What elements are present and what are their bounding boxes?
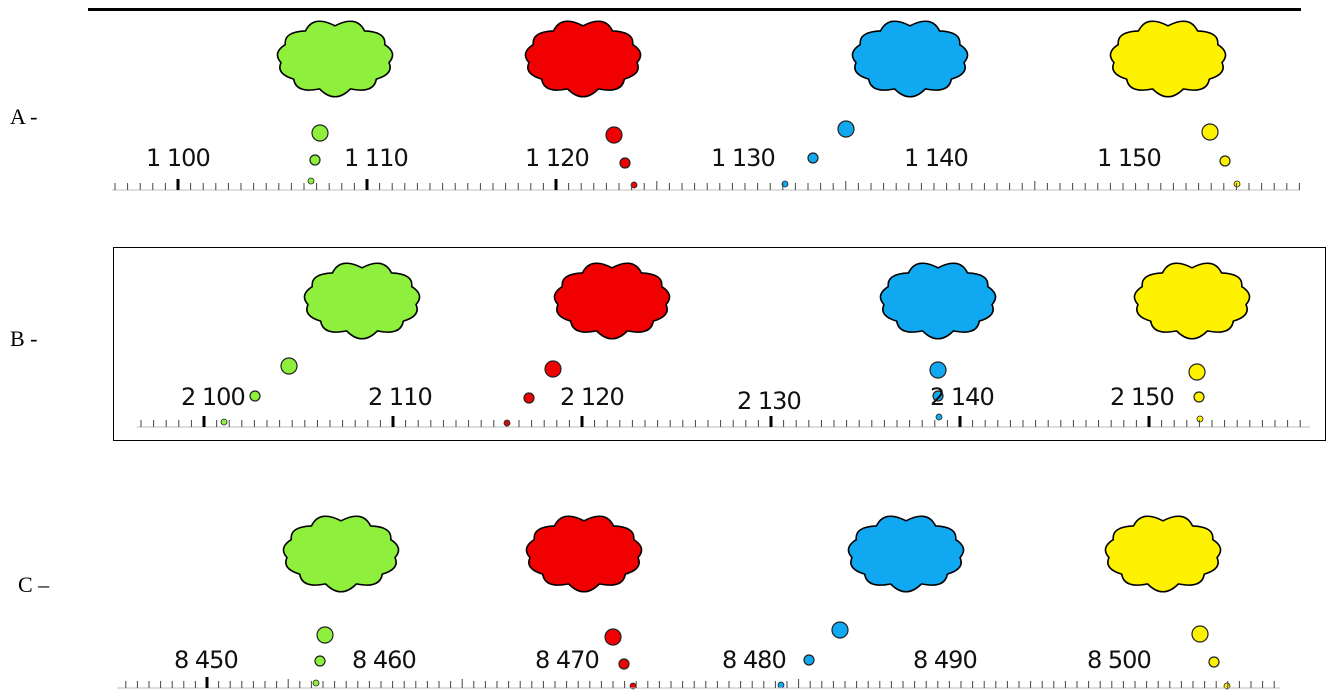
row-a-number-3: 1 120 [525, 144, 589, 172]
number-line-row-b: 2 100 2 110 2 120 2 130 2 140 2 150 [137, 262, 1310, 428]
row-a-number-6: 1 150 [1097, 144, 1161, 172]
green-thought-bubble [280, 357, 298, 375]
yellow-thought-bubble [1193, 391, 1205, 403]
blue-thought-bubble [807, 152, 819, 164]
row-a-number-2: 1 110 [344, 144, 408, 172]
row-a-number-1: 1 100 [146, 144, 210, 172]
green-thought-bubble [220, 418, 228, 426]
green-thought-cloud [276, 20, 394, 98]
row-a-label: A - [10, 104, 38, 129]
yellow-thought-bubble [1208, 656, 1220, 668]
row-b-number-6: 2 150 [1110, 383, 1174, 411]
row-c-number-5: 8 490 [913, 646, 977, 674]
red-thought-bubble [619, 157, 631, 169]
row-c-number-6: 8 500 [1087, 646, 1151, 674]
red-thought-cloud [553, 262, 671, 340]
top-border-line [88, 8, 1301, 11]
blue-thought-bubble [837, 120, 855, 138]
row-b-frame [113, 247, 1326, 441]
green-thought-bubble [249, 390, 261, 402]
red-thought-bubble [544, 360, 562, 378]
red-thought-cloud [524, 20, 642, 98]
green-thought-bubble [309, 154, 321, 166]
blue-thought-cloud [879, 262, 997, 340]
row-b-canvas: 2 100 2 110 2 120 2 130 2 140 2 150 [137, 262, 1310, 428]
blue-thought-bubble [803, 654, 815, 666]
row-c-label: C – [18, 572, 50, 597]
red-thought-bubble [618, 658, 630, 670]
row-b-label: B - [10, 326, 38, 351]
green-thought-bubble [307, 177, 315, 185]
green-thought-cloud [282, 515, 400, 593]
row-a-number-4: 1 130 [711, 144, 775, 172]
yellow-thought-bubble [1188, 363, 1206, 381]
row-b-number-3: 2 120 [560, 383, 624, 411]
green-thought-bubble [316, 626, 334, 644]
row-b-number-4: 2 130 [737, 387, 801, 415]
yellow-thought-bubble [1196, 415, 1204, 423]
row-c-number-1: 8 450 [174, 646, 238, 674]
green-thought-bubble [312, 679, 320, 687]
red-thought-bubble [523, 392, 535, 404]
blue-thought-bubble [935, 413, 943, 421]
red-thought-bubble [605, 126, 623, 144]
blue-thought-bubble [781, 180, 789, 188]
number-line-row-a: 1 100 1 110 1 120 1 130 1 140 1 150 [0, 0, 1329, 210]
blue-thought-cloud [851, 20, 969, 98]
row-c-number-3: 8 470 [535, 646, 599, 674]
blue-thought-cloud [847, 515, 965, 593]
green-thought-bubble [314, 655, 326, 667]
row-b-number-5: 2 140 [930, 383, 994, 411]
row-a-number-5: 1 140 [904, 144, 968, 172]
red-thought-bubble [503, 419, 511, 427]
row-c-number-2: 8 460 [352, 646, 416, 674]
yellow-thought-cloud [1133, 262, 1251, 340]
blue-thought-bubble [932, 390, 944, 402]
yellow-thought-bubble [1233, 180, 1241, 188]
yellow-thought-bubble [1201, 123, 1219, 141]
row-b-number-2: 2 110 [368, 383, 432, 411]
yellow-thought-cloud [1109, 20, 1227, 98]
green-thought-bubble [311, 124, 329, 142]
blue-thought-bubble [929, 361, 947, 379]
red-thought-bubble [604, 628, 622, 646]
yellow-thought-bubble [1191, 625, 1209, 643]
blue-thought-bubble [777, 681, 785, 689]
red-thought-cloud [525, 515, 643, 593]
blue-thought-bubble [831, 621, 849, 639]
yellow-thought-bubble [1219, 155, 1231, 167]
row-a-canvas: 1 100 1 110 1 120 1 130 1 140 1 150 [112, 20, 1300, 191]
green-thought-cloud [303, 262, 421, 340]
red-thought-bubble [630, 181, 638, 189]
row-b-number-1: 2 100 [181, 383, 245, 411]
yellow-thought-cloud [1104, 515, 1222, 593]
row-c-number-4: 8 480 [722, 646, 786, 674]
